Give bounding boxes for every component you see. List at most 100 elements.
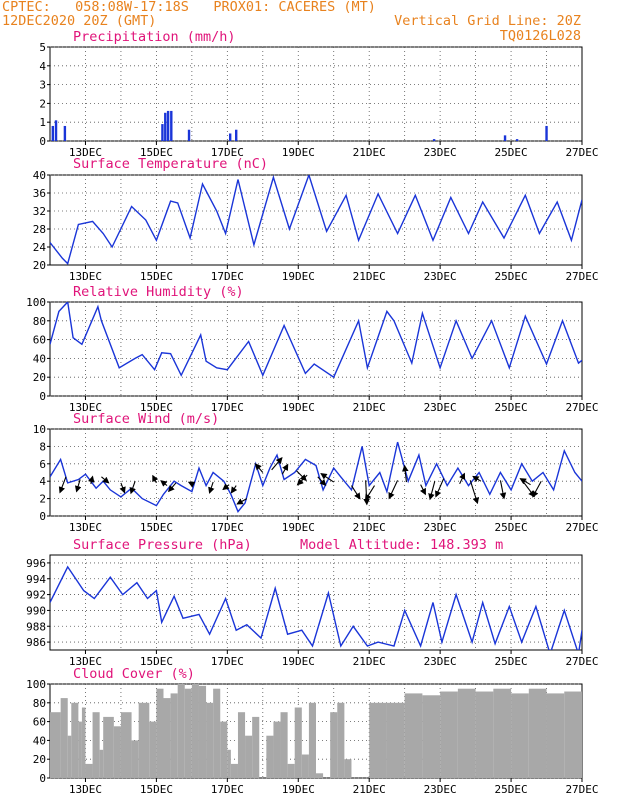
y-tick-label: 0 [39, 135, 46, 148]
cloud-cover-bar [344, 759, 352, 778]
series-line [50, 441, 582, 513]
wind-vector-arrow [532, 480, 542, 498]
x-tick-label: 17DEC [211, 521, 244, 534]
y-tick-label: 1 [39, 116, 46, 129]
cloud-cover-bar [131, 740, 139, 778]
x-tick-label: 13DEC [69, 655, 102, 668]
precipitation-bar [161, 124, 164, 141]
x-tick-label: 27DEC [565, 521, 598, 534]
cloud-cover-bar [422, 695, 441, 778]
y-tick-label: 8 [39, 440, 46, 453]
x-tick-label: 21DEC [353, 521, 386, 534]
wind-vector-arrow [296, 474, 308, 486]
x-tick-label: 15DEC [140, 270, 173, 283]
x-tick-label: 13DEC [69, 146, 102, 159]
y-tick-label: 4 [39, 475, 46, 488]
y-tick-label: 990 [26, 604, 46, 617]
wind-vector-arrow [459, 472, 466, 485]
x-tick-label: 19DEC [282, 146, 315, 159]
panel-frame [49, 46, 583, 142]
x-tick-label: 27DEC [565, 146, 598, 159]
x-tick-label: 19DEC [282, 655, 315, 668]
x-tick-label: 17DEC [211, 146, 244, 159]
x-tick-label: 13DEC [69, 783, 102, 796]
precipitation-bar [170, 110, 173, 141]
x-tick-label: 21DEC [353, 783, 386, 796]
y-tick-label: 6 [39, 458, 46, 471]
cloud-cover-bar [287, 763, 295, 778]
cloud-cover-bar [475, 691, 494, 778]
x-tick-label: 21DEC [353, 270, 386, 283]
wind-vector-arrow [420, 484, 426, 496]
x-tick-label: 25DEC [495, 521, 528, 534]
precipitation-bar [235, 129, 238, 141]
x-tick-label: 27DEC [565, 783, 598, 796]
panel-frame [49, 174, 583, 266]
cloud-cover-bar [280, 712, 288, 778]
cloud-cover-bar [493, 688, 512, 778]
cloud-cover-bar [457, 688, 476, 778]
panel-3: 0 20 40 60 80 100 13DEC 15DEC 17DEC 19DEC 21DEC 23D… [26, 284, 598, 414]
wind-vector-arrow [281, 463, 289, 475]
wind-vector-arrow [519, 478, 531, 486]
cloud-cover-bar [177, 684, 185, 778]
wind-vector-arrow [222, 483, 230, 491]
x-tick-label: 23DEC [424, 401, 457, 414]
x-tick-label: 21DEC [353, 655, 386, 668]
cloud-cover-bar [163, 698, 171, 778]
wind-vector-arrow [351, 485, 361, 500]
x-tick-label: 25DEC [495, 783, 528, 796]
x-tick-label: 27DEC [565, 270, 598, 283]
panel-title: Cloud Cover (%) [73, 666, 195, 682]
wind-vector-arrow [363, 480, 370, 506]
wind-vector-arrow [129, 481, 136, 495]
y-tick-label: 3 [39, 79, 46, 92]
cloud-cover-bar [308, 702, 316, 778]
panel-5: 986 988 990 992 994 996 13DEC 15DEC 17DEC 19DEC 21… [26, 537, 598, 668]
cloud-cover-bar [337, 702, 345, 778]
cloud-cover-bar [237, 712, 246, 778]
precipitation-bar [51, 125, 55, 141]
x-tick-label: 23DEC [424, 655, 457, 668]
cloud-cover-bar [230, 763, 238, 778]
series-line [50, 565, 582, 650]
precipitation-bar [63, 125, 67, 141]
x-tick-label: 21DEC [353, 146, 386, 159]
wind-vector-arrow [320, 473, 335, 483]
cloud-cover-bar [220, 721, 228, 778]
wind-vector-arrow [187, 481, 196, 488]
y-tick-label: 24 [33, 241, 47, 254]
wind-vector-arrow [271, 457, 283, 471]
x-tick-label: 25DEC [495, 655, 528, 668]
x-tick-label: 23DEC [424, 270, 457, 283]
y-tick-label: 988 [26, 620, 46, 633]
header-model-id: TQ0126L028 [499, 28, 581, 44]
y-tick-label: 0 [39, 772, 46, 785]
cloud-cover-bar [213, 688, 221, 778]
x-tick-label: 15DEC [140, 146, 173, 159]
cloud-cover-bar [138, 702, 150, 778]
header-vertical-grid-line: Vertical Grid Line: 20Z [394, 13, 581, 29]
y-tick-label: 60 [33, 334, 46, 347]
x-tick-label: 21DEC [353, 401, 386, 414]
y-tick-label: 996 [26, 557, 46, 570]
y-tick-label: 4 [39, 60, 46, 73]
cloud-cover-bar [528, 688, 547, 778]
wind-vector-arrow [236, 498, 248, 505]
wind-vector-arrow [167, 482, 177, 493]
x-tick-label: 15DEC [140, 401, 173, 414]
cloud-cover-bar [266, 735, 274, 778]
x-tick-label: 17DEC [211, 401, 244, 414]
cloud-cover-bar [440, 691, 458, 778]
y-tick-label: 100 [26, 678, 46, 691]
wind-vector-arrow [88, 475, 95, 484]
cloud-cover-bar [316, 773, 324, 778]
cloud-cover-bar [252, 716, 260, 778]
x-tick-label: 17DEC [211, 655, 244, 668]
wind-vector-arrow [296, 470, 307, 482]
wind-vector-arrow [119, 482, 126, 494]
x-tick-label: 15DEC [140, 783, 173, 796]
x-tick-label: 23DEC [424, 521, 457, 534]
cloud-cover-bar [149, 721, 157, 778]
